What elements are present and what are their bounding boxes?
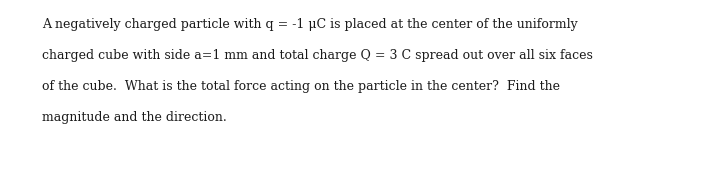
Text: A negatively charged particle with q = -1 μC is placed at the center of the unif: A negatively charged particle with q = -…	[42, 18, 578, 31]
Text: of the cube.  What is the total force acting on the particle in the center?  Fin: of the cube. What is the total force act…	[42, 80, 560, 93]
Text: magnitude and the direction.: magnitude and the direction.	[42, 111, 227, 124]
Text: charged cube with side a=1 mm and total charge Q = 3 C spread out over all six f: charged cube with side a=1 mm and total …	[42, 49, 593, 62]
